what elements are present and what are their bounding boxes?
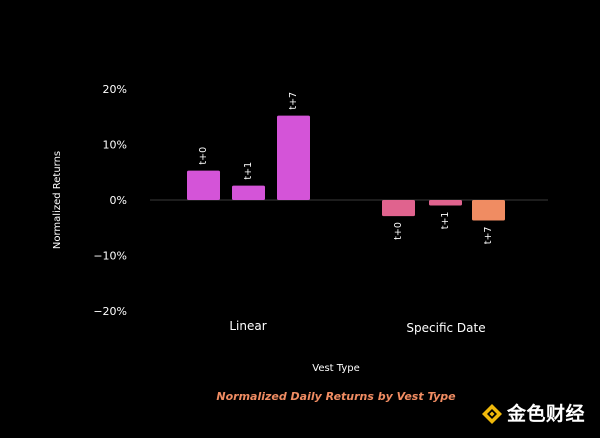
bar-label: t+1	[243, 162, 254, 180]
category-label: Specific Date	[406, 321, 485, 335]
bar	[187, 170, 220, 200]
bar-label: t+0	[198, 147, 209, 165]
bar-label: t+0	[393, 222, 404, 240]
y-tick-label: −10%	[93, 250, 127, 263]
bar	[429, 200, 462, 206]
x-axis-title: Vest Type	[312, 363, 360, 374]
bars	[187, 115, 505, 221]
watermark: 金色财经	[481, 398, 595, 428]
watermark-text: 金色财经	[507, 403, 586, 425]
y-tick-label: 20%	[103, 83, 127, 96]
bar	[232, 185, 265, 200]
x-axis-categories: Linear Specific Date	[229, 319, 485, 335]
bar-label: t+7	[483, 227, 494, 245]
y-tick-label: 0%	[110, 194, 127, 207]
y-tick-label: −20%	[93, 305, 127, 318]
bar-label: t+1	[440, 212, 451, 230]
bar	[472, 200, 505, 221]
bar-label: t+7	[288, 92, 299, 110]
y-axis-title: Normalized Returns	[52, 151, 63, 249]
category-label: Linear	[229, 319, 266, 333]
gold-diamond-logo-icon	[482, 404, 502, 424]
y-tick-label: 10%	[103, 139, 127, 152]
bar	[382, 200, 415, 217]
bar	[277, 115, 310, 200]
chart-title: Normalized Daily Returns by Vest Type	[216, 390, 456, 403]
bar-labels: t+0 t+1 t+7 t+0 t+1 t+7	[198, 92, 494, 244]
y-axis: 20% 10% 0% −10% −20%	[93, 83, 127, 318]
